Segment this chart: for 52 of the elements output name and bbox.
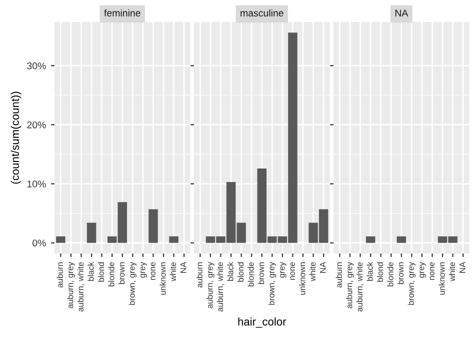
x-tick-label: NA xyxy=(320,262,326,273)
x-tick-label: unknown xyxy=(438,262,445,295)
x-tick-label: auburn xyxy=(196,262,202,288)
x-tick-label: none xyxy=(150,262,156,280)
x-tick-label: auburn, grey xyxy=(67,262,75,308)
x-tick-label: blonde xyxy=(108,262,114,286)
x-tick-label: grey xyxy=(280,262,286,278)
x-tick-label: auburn, grey xyxy=(346,262,354,308)
chart-title: NA xyxy=(395,10,408,16)
x-tick-label: white xyxy=(309,262,316,282)
bar xyxy=(148,209,158,243)
x-tick-label: blonde xyxy=(248,262,254,286)
bar xyxy=(169,236,178,243)
x-tick-label: unknown xyxy=(160,262,166,295)
x-tick-label: none xyxy=(290,262,295,280)
x-tick-label: black xyxy=(227,262,234,281)
x-tick-label: auburn, white xyxy=(77,262,84,312)
x-tick-label: grey xyxy=(140,262,147,278)
x-tick-label: brown, grey xyxy=(128,262,137,305)
x-tick-label: auburn, white xyxy=(216,262,224,312)
x-tick-label: brown, grey xyxy=(408,262,416,305)
x-tick-label: NA xyxy=(460,262,466,273)
bar xyxy=(86,222,96,243)
x-tick-label: black xyxy=(88,262,94,281)
x-tick-label: NA xyxy=(180,262,186,273)
y-tick-label: 0% xyxy=(32,240,46,246)
x-tick-label: blond xyxy=(237,262,244,282)
x-tick-label: auburn xyxy=(336,262,342,288)
y-tick-label: 10% xyxy=(27,180,46,188)
x-tick-label: grey xyxy=(420,262,426,278)
x-tick-label: black xyxy=(366,262,373,281)
chart-title: feminine xyxy=(104,9,140,17)
x-tick-label: blond xyxy=(376,262,384,282)
y-tick-label: 20% xyxy=(27,121,46,128)
x-tick-label: auburn, grey xyxy=(206,262,214,308)
x-axis-title: hair_color xyxy=(238,317,286,328)
x-tick-label: brown xyxy=(118,262,125,284)
x-tick-label: white xyxy=(170,262,176,282)
x-tick-label: unknown xyxy=(299,262,306,295)
x-tick-label: brown xyxy=(398,262,404,284)
bar xyxy=(56,236,66,243)
x-tick-label: none xyxy=(430,262,434,280)
x-tick-label: blond xyxy=(98,262,104,282)
x-tick-label: auburn, white xyxy=(356,262,364,312)
chart-title: masculine xyxy=(240,9,284,17)
x-tick-label: auburn xyxy=(56,262,63,288)
y-axis-title: (count/sum(count)) xyxy=(10,92,22,184)
x-tick-label: white xyxy=(448,262,456,282)
x-tick-label: brown, grey xyxy=(268,262,276,305)
x-tick-label: blonde xyxy=(387,262,394,286)
x-tick-label: brown xyxy=(258,262,264,284)
y-tick-label: 30% xyxy=(27,62,46,70)
